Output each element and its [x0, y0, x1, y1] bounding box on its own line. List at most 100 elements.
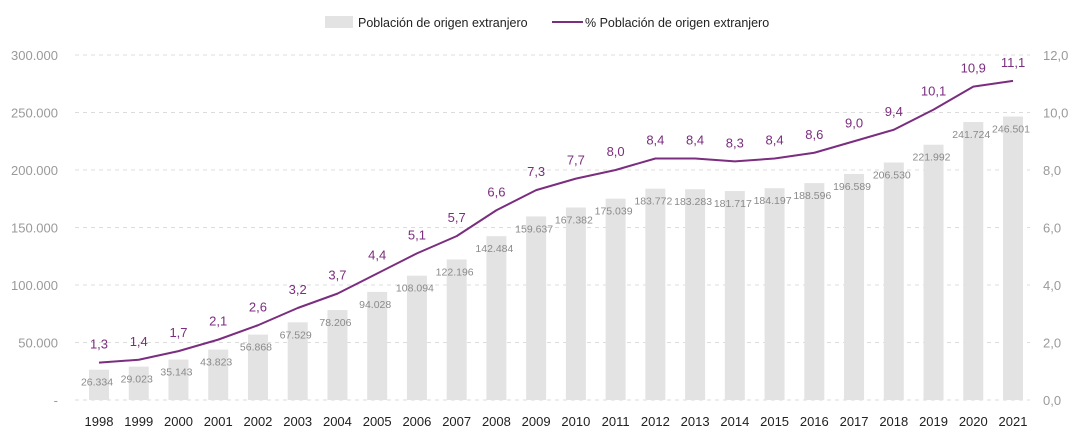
bar-value-label: 78.206 — [319, 317, 351, 329]
right-axis-tick-label: 0,0 — [1043, 393, 1061, 408]
bar-value-label: 175.039 — [595, 206, 633, 218]
x-axis-tick-label: 2017 — [840, 414, 869, 429]
right-axis-tick-label: 10,0 — [1043, 106, 1068, 121]
bar-2002 — [247, 334, 268, 400]
x-axis-tick-label: 2009 — [522, 414, 551, 429]
x-axis-tick-label: 2014 — [720, 414, 749, 429]
bar-value-label: 196.589 — [833, 181, 871, 193]
left-axis-tick-label: 250.000 — [11, 106, 58, 121]
x-axis-tick-label: 2006 — [402, 414, 431, 429]
bar-2010 — [565, 207, 586, 400]
line-value-label: 6,6 — [487, 184, 505, 199]
bar-value-label: 188.596 — [793, 190, 831, 202]
line-value-label: 8,4 — [686, 133, 704, 148]
line-value-label: 8,4 — [646, 133, 664, 148]
line-value-label: 1,3 — [90, 337, 108, 352]
bar-value-label: 67.529 — [280, 329, 312, 341]
x-axis-tick-label: 2003 — [283, 414, 312, 429]
bar-2019 — [923, 144, 944, 400]
bar-2001 — [208, 349, 229, 400]
bar-1998 — [89, 369, 109, 400]
line-value-label: 3,7 — [328, 268, 346, 283]
bar-2012 — [645, 188, 666, 400]
line-value-label: 9,0 — [845, 115, 863, 130]
x-axis-tick-label: 2010 — [561, 414, 590, 429]
line-value-label: 5,7 — [448, 210, 466, 225]
x-axis-tick-label: 2013 — [681, 414, 710, 429]
bar-value-label: 122.196 — [436, 266, 474, 278]
bar-2003 — [287, 322, 308, 400]
bar-value-label: 206.530 — [873, 169, 911, 181]
bar-value-label: 29.023 — [121, 374, 153, 386]
bar-2020 — [963, 122, 984, 401]
x-axis-tick-label: 2007 — [442, 414, 471, 429]
line-value-label: 10,1 — [921, 84, 946, 99]
bar-value-label: 108.094 — [396, 283, 434, 295]
bar-2013 — [685, 189, 706, 400]
legend-label-bar: Población de origen extranjero — [358, 16, 528, 30]
bar-value-label: 35.143 — [160, 367, 192, 379]
bar-2021 — [1003, 116, 1024, 400]
bar-2017 — [844, 173, 865, 400]
line-value-label: 2,1 — [209, 314, 227, 329]
line-value-label: 7,7 — [567, 153, 585, 168]
bar-2007 — [446, 259, 467, 400]
line-value-label: 3,2 — [289, 282, 307, 297]
x-axis-tick-label: 2001 — [204, 414, 233, 429]
bar-2009 — [526, 216, 547, 400]
right-axis-tick-label: 4,0 — [1043, 278, 1061, 293]
left-axis-tick-label: 100.000 — [11, 278, 58, 293]
x-axis-tick-label: 2020 — [959, 414, 988, 429]
bar-value-label: 159.637 — [515, 223, 553, 235]
legend-swatch-bar — [325, 16, 353, 28]
bar-value-label: 246.501 — [992, 124, 1030, 136]
line-value-label: 9,4 — [885, 104, 903, 119]
x-axis-tick-label: 1999 — [124, 414, 153, 429]
x-axis-tick-label: 2015 — [760, 414, 789, 429]
line-value-label: 8,3 — [726, 135, 744, 150]
right-axis-tick-label: 2,0 — [1043, 336, 1061, 351]
left-axis-tick-label: - — [54, 393, 58, 408]
percent-line — [98, 79, 1014, 364]
line-value-label: 1,4 — [130, 334, 148, 349]
bar-2014 — [724, 191, 745, 400]
bar-2011 — [605, 198, 626, 400]
x-axis-tick-label: 2002 — [243, 414, 272, 429]
bar-value-label: 181.717 — [714, 198, 752, 210]
bar-2018 — [883, 162, 904, 400]
bar-value-label: 56.868 — [240, 342, 272, 354]
line-value-label: 8,6 — [805, 127, 823, 142]
line-value-label: 11,1 — [1001, 55, 1025, 70]
line-value-label: 7,3 — [527, 164, 545, 179]
line-value-label: 8,0 — [607, 144, 625, 159]
bar-2016 — [804, 183, 825, 400]
line-value-label: 8,4 — [766, 133, 784, 148]
bar-value-label: 241.724 — [952, 129, 990, 141]
x-axis-tick-label: 2011 — [602, 414, 630, 429]
x-axis-tick-label: 2021 — [999, 414, 1028, 429]
x-axis-tick-label: 2000 — [164, 414, 193, 429]
left-axis-tick-label: 50.000 — [18, 336, 58, 351]
left-axis-tick-label: 300.000 — [11, 48, 58, 63]
bar-value-label: 183.283 — [674, 196, 712, 208]
x-axis-tick-label: 2016 — [800, 414, 829, 429]
x-axis-tick-label: 2019 — [919, 414, 948, 429]
bar-value-label: 142.484 — [475, 243, 513, 255]
bar-value-label: 26.334 — [81, 377, 113, 389]
x-axis-tick-label: 2005 — [363, 414, 392, 429]
bar-2006 — [406, 275, 427, 400]
left-axis-tick-label: 150.000 — [11, 221, 58, 236]
x-axis-tick-label: 2004 — [323, 414, 352, 429]
left-axis-tick-label: 200.000 — [11, 163, 58, 178]
bar-2015 — [764, 188, 785, 400]
line-value-label: 4,4 — [368, 248, 386, 263]
x-axis-tick-label: 1998 — [85, 414, 114, 429]
bar-value-label: 184.197 — [754, 195, 792, 207]
bar-2004 — [327, 310, 348, 400]
x-axis-tick-label: 2008 — [482, 414, 511, 429]
bar-value-label: 221.992 — [913, 152, 951, 164]
bar-value-label: 43.823 — [200, 357, 232, 369]
legend-label-line: % Población de origen extranjero — [585, 16, 769, 30]
right-axis-tick-label: 6,0 — [1043, 221, 1061, 236]
